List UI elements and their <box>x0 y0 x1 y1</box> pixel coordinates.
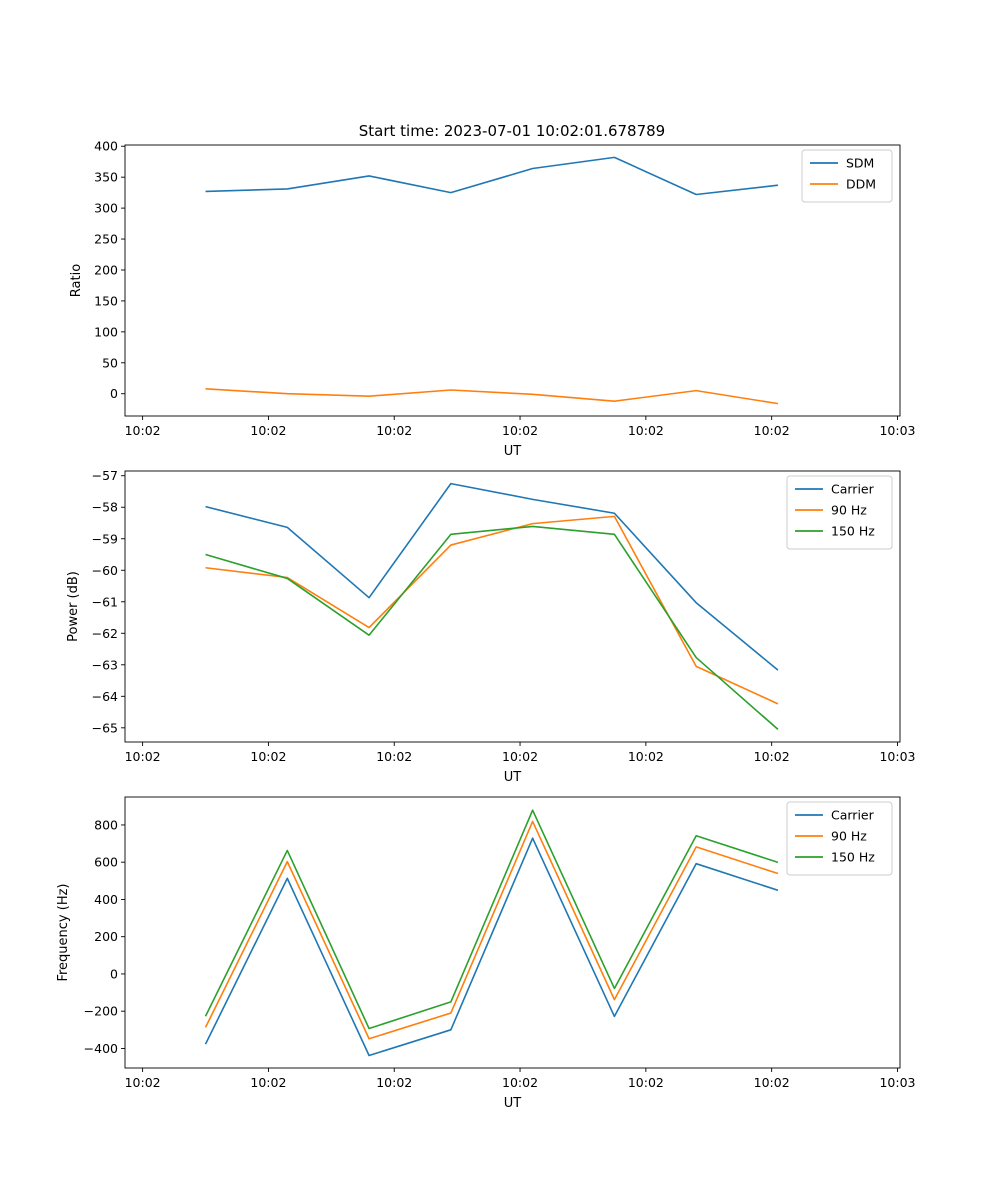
ratio-ytick-label: 100 <box>94 324 118 339</box>
ratio-ytick-label: 400 <box>94 139 118 154</box>
frequency-xtick-label: 10:02 <box>754 1075 790 1090</box>
power-xtick-label: 10:02 <box>376 749 412 764</box>
power-ytick-label: −60 <box>92 563 118 578</box>
frequency-xtick-label: 10:02 <box>376 1075 412 1090</box>
ratio-ytick-label: 350 <box>94 170 118 185</box>
power-xtick-label: 10:02 <box>250 749 286 764</box>
frequency-xtick-label: 10:02 <box>502 1075 538 1090</box>
frequency-ylabel: Frequency (Hz) <box>56 883 71 981</box>
frequency-ytick-label: 200 <box>94 929 118 944</box>
ratio-legend-label-1: DDM <box>846 177 876 192</box>
power-series-0-line <box>205 482 779 671</box>
power-xtick-label: 10:02 <box>754 749 790 764</box>
ratio-xlabel: UT <box>504 444 522 459</box>
ratio-legend-label-0: SDM <box>846 156 874 171</box>
power-ylabel: Power (dB) <box>66 571 81 642</box>
frequency-ytick-label: 400 <box>94 892 118 907</box>
ratio-xtick-label: 10:02 <box>125 423 161 438</box>
frequency-panel: −400 −200 0 200 400 600 800 10:02 10:02 10:02 10:0… <box>56 796 915 1111</box>
frequency-xtick-label: 10:02 <box>125 1075 161 1090</box>
power-ytick-label: −59 <box>92 531 118 546</box>
power-ytick-label: −58 <box>92 500 118 515</box>
power-xtick-label: 10:03 <box>879 749 915 764</box>
power-ytick-label: −61 <box>92 594 118 609</box>
frequency-ytick-label: 0 <box>110 966 118 981</box>
frequency-legend-label-0: Carrier <box>831 808 875 823</box>
power-ytick-label: −65 <box>92 720 118 735</box>
power-ytick-label: −62 <box>92 626 118 641</box>
power-legend-label-0: Carrier <box>831 482 875 497</box>
frequency-legend-label-1: 90 Hz <box>831 829 867 844</box>
frequency-legend-label-2: 150 Hz <box>831 850 875 865</box>
power-ytick-label: −63 <box>92 657 118 672</box>
frequency-xtick-label: 10:02 <box>628 1075 664 1090</box>
frequency-axes-frame <box>124 796 901 1069</box>
ratio-axes-frame <box>124 144 901 417</box>
frequency-series-2-line <box>204 809 779 1030</box>
frequency-xtick-label: 10:03 <box>879 1075 915 1090</box>
ratio-series-1-line <box>205 387 779 405</box>
frequency-series-0-line <box>204 837 779 1057</box>
frequency-xtick-label: 10:02 <box>250 1075 286 1090</box>
ratio-ytick-label: 50 <box>102 355 118 370</box>
ratio-xtick-label: 10:02 <box>754 423 790 438</box>
ratio-series-0-line <box>205 156 779 196</box>
ratio-ytick-label: 250 <box>94 232 118 247</box>
power-series-2-line <box>205 525 779 731</box>
power-legend-label-1: 90 Hz <box>831 503 867 518</box>
power-xtick-label: 10:02 <box>502 749 538 764</box>
ratio-xtick-label: 10:02 <box>628 423 664 438</box>
frequency-ytick-label: −200 <box>84 1004 118 1019</box>
frequency-ytick-label: 600 <box>94 855 118 870</box>
ratio-xtick-label: 10:03 <box>879 423 915 438</box>
power-axes-frame <box>124 470 901 743</box>
ratio-xtick-label: 10:02 <box>502 423 538 438</box>
ratio-panel: 0 50 100 150 200 250 300 350 400 10:02 10:02 10:02 1… <box>69 139 915 459</box>
ratio-ytick-label: 0 <box>110 386 118 401</box>
frequency-series-1-line <box>204 820 779 1040</box>
power-ytick-label: −57 <box>92 468 118 483</box>
frequency-ytick-label: −400 <box>84 1041 118 1056</box>
power-xtick-label: 10:02 <box>125 749 161 764</box>
power-panel: −65 −64 −63 −62 −61 −60 −59 −58 −57 10:02 10:02 10:… <box>66 468 915 785</box>
power-xlabel: UT <box>504 770 522 785</box>
frequency-ytick-label: 800 <box>94 817 118 832</box>
power-ytick-label: −64 <box>92 689 118 704</box>
figure-title: Start time: 2023-07-01 10:02:01.678789 <box>359 122 665 140</box>
frequency-xlabel: UT <box>504 1096 522 1111</box>
ratio-xtick-label: 10:02 <box>376 423 412 438</box>
ratio-xtick-label: 10:02 <box>250 423 286 438</box>
ratio-ytick-label: 150 <box>94 293 118 308</box>
ratio-ytick-label: 200 <box>94 262 118 277</box>
power-xtick-label: 10:02 <box>628 749 664 764</box>
ratio-ytick-label: 300 <box>94 201 118 216</box>
power-series-1-line <box>205 515 779 705</box>
ratio-ylabel: Ratio <box>69 264 84 297</box>
power-legend-label-2: 150 Hz <box>831 524 875 539</box>
